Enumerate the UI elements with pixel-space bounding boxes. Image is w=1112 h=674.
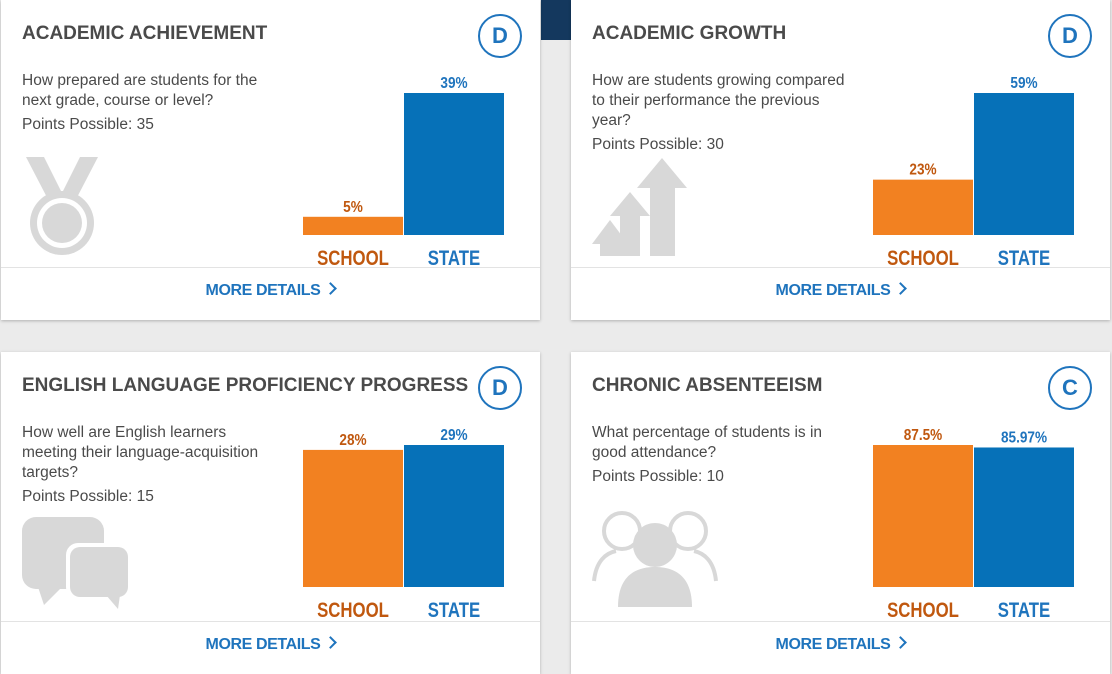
more-details-label: MORE DETAILS [775, 636, 891, 653]
bar-chart-svg: 28% SCHOOL 29% STATE [303, 427, 504, 622]
more-details-link[interactable]: MORE DETAILS [1, 636, 540, 654]
bar-chart-svg: 5% SCHOOL 39% STATE [303, 75, 504, 270]
bar-state [404, 93, 504, 235]
card-title: ACADEMIC GROWTH [592, 23, 787, 44]
bar-chart: 23% SCHOOL 59% STATE [873, 0, 1075, 270]
card-academic-achievement: ACADEMIC ACHIEVEMENT D How prepared are … [1, 0, 540, 320]
bar-chart: 5% SCHOOL 39% STATE [303, 0, 505, 270]
value-label-state: 29% [440, 427, 467, 444]
more-details-label: MORE DETAILS [205, 282, 321, 299]
growth-arrows-icon [592, 158, 690, 263]
question-text: How well are English learners meeting th… [22, 424, 259, 481]
grade-badge: D [1048, 14, 1092, 58]
category-label-school: SCHOOL [887, 599, 959, 622]
card-question: How well are English learners meeting th… [22, 423, 284, 507]
value-label-school: 28% [339, 432, 366, 449]
card-question: What percentage of students is in good a… [592, 423, 854, 487]
value-label-state: 59% [1010, 75, 1037, 92]
category-label-state: STATE [428, 247, 481, 270]
card-footer: MORE DETAILS [1, 267, 540, 320]
category-label-school: SCHOOL [317, 247, 389, 270]
more-details-link[interactable]: MORE DETAILS [571, 282, 1110, 300]
bar-state [974, 93, 1074, 235]
more-details-link[interactable]: MORE DETAILS [571, 636, 1110, 654]
points-possible: Points Possible: 15 [22, 488, 154, 505]
grade-badge: C [1048, 366, 1092, 410]
bar-school [873, 179, 973, 235]
card-title: CHRONIC ABSENTEEISM [592, 375, 823, 396]
bar-chart-svg: 23% SCHOOL 59% STATE [873, 75, 1074, 270]
card-chronic-absenteeism: CHRONIC ABSENTEEISM C What percentage of… [571, 352, 1110, 674]
bar-state [974, 447, 1074, 587]
value-label-school: 23% [909, 162, 936, 179]
value-label-state: 39% [440, 75, 467, 92]
card-question: How are students growing compared to the… [592, 71, 854, 155]
category-label-school: SCHOOL [317, 599, 389, 622]
bar-school [303, 216, 403, 235]
bar-school [873, 445, 973, 587]
card-english-language-proficiency: ENGLISH LANGUAGE PROFICIENCY PROGRESS D … [1, 352, 540, 674]
chevron-right-icon [894, 636, 908, 649]
card-title: ACADEMIC ACHIEVEMENT [22, 23, 268, 44]
more-details-label: MORE DETAILS [775, 282, 891, 299]
header-strip [541, 0, 571, 40]
bar-school [303, 449, 403, 587]
category-label-state: STATE [998, 247, 1051, 270]
chevron-right-icon [324, 282, 338, 295]
grade-badge: D [478, 366, 522, 410]
people-group-icon [592, 507, 718, 616]
category-label-state: STATE [428, 599, 481, 622]
question-text: How are students growing compared to the… [592, 72, 845, 129]
bar-chart-svg: 87.5% SCHOOL 85.97% STATE [873, 427, 1074, 622]
card-question: How prepared are students for the next g… [22, 71, 284, 135]
bar-state [404, 445, 504, 587]
bar-chart: 87.5% SCHOOL 85.97% STATE [873, 352, 1075, 622]
card-title: ENGLISH LANGUAGE PROFICIENCY PROGRESS [22, 375, 469, 396]
value-label-state: 85.97% [1001, 430, 1047, 447]
grade-badge: D [478, 14, 522, 58]
chevron-right-icon [894, 282, 908, 295]
question-text: What percentage of students is in good a… [592, 424, 823, 461]
more-details-label: MORE DETAILS [205, 636, 321, 653]
points-possible: Points Possible: 35 [22, 116, 154, 133]
category-label-state: STATE [998, 599, 1051, 622]
medal-icon [22, 155, 102, 262]
value-label-school: 5% [343, 199, 363, 216]
card-footer: MORE DETAILS [1, 621, 540, 674]
question-text: How prepared are students for the next g… [22, 72, 258, 109]
speech-bubbles-icon [22, 517, 132, 614]
value-label-school: 87.5% [904, 427, 943, 444]
more-details-link[interactable]: MORE DETAILS [1, 282, 540, 300]
bar-chart: 28% SCHOOL 29% STATE [303, 352, 505, 622]
chevron-right-icon [324, 636, 338, 649]
points-possible: Points Possible: 10 [592, 468, 724, 485]
card-footer: MORE DETAILS [571, 621, 1110, 674]
card-academic-growth: ACADEMIC GROWTH D How are students growi… [571, 0, 1110, 320]
category-label-school: SCHOOL [887, 247, 959, 270]
card-footer: MORE DETAILS [571, 267, 1110, 320]
points-possible: Points Possible: 30 [592, 136, 724, 153]
